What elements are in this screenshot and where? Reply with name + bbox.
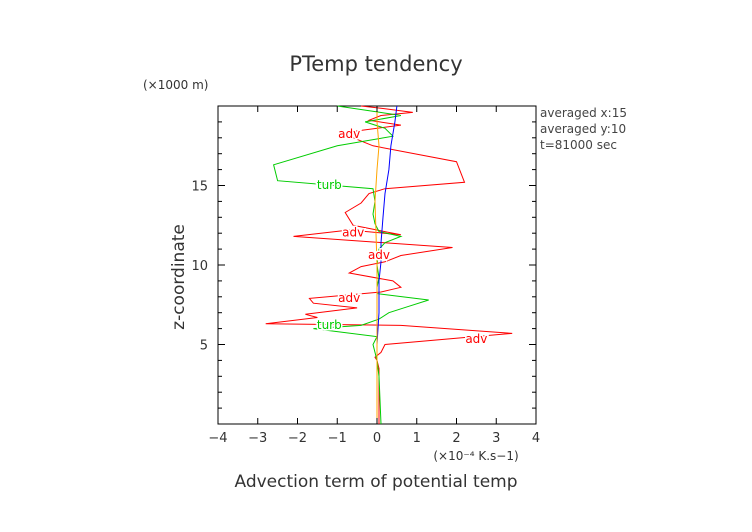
series-layer — [265, 105, 513, 425]
y-tick-label: 10 — [191, 259, 208, 274]
curve-label-adv-3: adv — [368, 248, 390, 262]
curve-label-adv-2: adv — [342, 226, 364, 240]
x-tick-label: 0 — [373, 431, 381, 446]
x-tick-label: 1 — [413, 431, 421, 446]
series-line-line-2 — [376, 105, 398, 424]
x-tick-label: −1 — [328, 431, 347, 446]
x-tick-label: −3 — [248, 431, 267, 446]
info-box: averaged x:15 averaged y:10 t=81000 sec — [540, 106, 627, 152]
curve-label-turb-5: turb — [317, 318, 342, 332]
y-tick-label: 5 — [200, 339, 208, 354]
x-tick-label: −2 — [288, 431, 307, 446]
x-unit-label: (×10⁻⁴ K.s−1) — [433, 449, 518, 463]
curve-label-adv-6: adv — [465, 332, 487, 346]
chart-title: PTemp tendency — [289, 52, 462, 76]
axis-ticks: −4 −3 −2 −1 0 1 2 3 4 5 10 15 — [191, 106, 540, 446]
series-line-turb — [272, 105, 429, 425]
curve-label-adv-4: adv — [338, 291, 360, 305]
x-tick-label: 4 — [532, 431, 540, 446]
curve-label-turb-1: turb — [317, 178, 342, 192]
x-tick-label: −4 — [208, 431, 227, 446]
y-tick-label: 15 — [191, 180, 208, 195]
info-line-averaged-y: averaged y:10 — [540, 122, 626, 136]
y-unit-label: (×1000 m) — [143, 78, 208, 92]
info-line-averaged-x: averaged x:15 — [540, 106, 627, 120]
info-line-time: t=81000 sec — [540, 138, 617, 152]
x-tick-label: 3 — [492, 431, 500, 446]
series-line-line-3 — [374, 106, 380, 424]
x-tick-label: 2 — [452, 431, 460, 446]
curve-label-adv-0: adv — [338, 127, 360, 141]
x-axis-label: Advection term of potential temp — [234, 472, 517, 492]
y-axis-label: z-coordinate — [169, 224, 189, 330]
series-line-adv — [265, 105, 513, 424]
